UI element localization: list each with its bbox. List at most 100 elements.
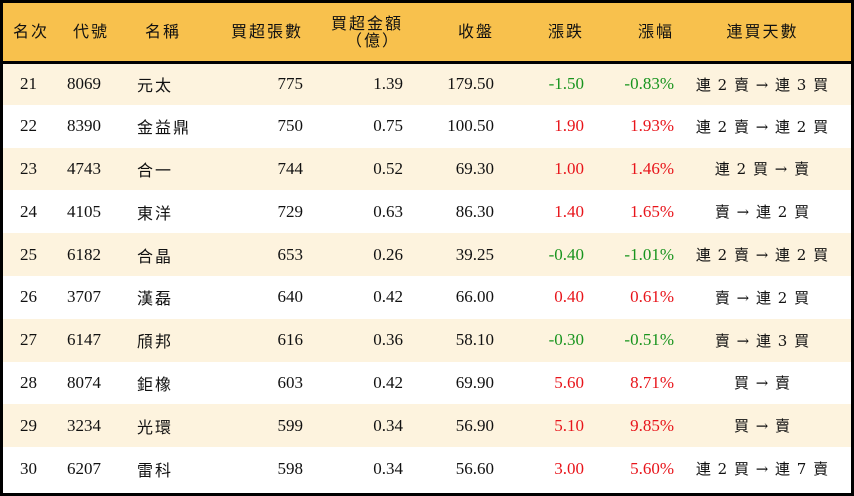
change-cell: -1.50 [548, 74, 584, 94]
streak-cell: 買 → 賣 [733, 417, 792, 436]
rank-cell: 26 [20, 287, 37, 307]
stock-name-cell: 雷科 [137, 460, 174, 480]
close-price-cell: 66.00 [455, 287, 494, 307]
change-pct-cell: 5.60% [630, 458, 674, 478]
close-price-cell: 56.90 [455, 415, 494, 435]
stock-code-cell: 3707 [67, 287, 101, 307]
rank-cell: 23 [20, 158, 37, 178]
streak-cell: 賣 → 連 2 買 [714, 203, 811, 222]
net-buy-lots-cell: 729 [277, 201, 304, 221]
net-buy-amount-cell: 0.42 [373, 372, 403, 392]
table-row: 28 8074 鉅橡 603 0.42 69.90 5.60 8.71% 買 →… [3, 361, 851, 405]
streak-cell: 連 2 賣 → 連 2 買 [695, 117, 830, 136]
net-buy-lots-cell: 750 [277, 116, 304, 136]
change-cell: 1.90 [554, 116, 584, 136]
net-buy-amount-cell: 0.26 [373, 244, 403, 264]
net-buy-amount-cell: 0.75 [373, 116, 403, 136]
table-row: 27 6147 頎邦 616 0.36 58.10 -0.30 -0.51% 賣… [3, 318, 851, 362]
stock-code-cell: 3234 [67, 415, 101, 435]
change-pct-cell: 1.93% [630, 116, 674, 136]
stock-code-cell: 8074 [67, 372, 101, 392]
change-cell: 1.00 [554, 158, 584, 178]
streak-cell: 連 2 賣 → 連 3 買 [695, 75, 830, 94]
header-net-buy-amount-unit: （億） [345, 30, 400, 50]
stock-name-cell: 合晶 [137, 246, 174, 266]
ranking-table-panel: 名次 代號 名稱 買超張數 買超金額 （億） 收盤 漲跌 漲幅 連買天數 21 … [3, 3, 851, 493]
net-buy-lots-cell: 775 [277, 74, 304, 94]
table-row: 30 6207 雷科 598 0.34 56.60 3.00 5.60% 連 2… [3, 447, 851, 490]
change-cell: 3.00 [554, 458, 584, 478]
net-buy-ranking-table: 名次 代號 名稱 買超張數 買超金額 （億） 收盤 漲跌 漲幅 連買天數 21 … [3, 3, 851, 490]
header-net-buy-amount: 買超金額 （億） [303, 3, 403, 62]
rank-cell: 27 [20, 330, 37, 350]
change-pct-cell: 8.71% [630, 372, 674, 392]
stock-name-cell: 頎邦 [137, 332, 174, 352]
table-row: 24 4105 東洋 729 0.63 86.30 1.40 1.65% 賣 →… [3, 190, 851, 234]
net-buy-amount-cell: 0.36 [373, 330, 403, 350]
rank-cell: 25 [20, 244, 37, 264]
change-pct-cell: 9.85% [630, 415, 674, 435]
net-buy-amount-cell: 0.34 [373, 415, 403, 435]
streak-cell: 賣 → 連 3 買 [714, 331, 811, 350]
header-name: 名稱 [145, 22, 182, 42]
stock-code-cell: 6147 [67, 330, 101, 350]
close-price-cell: 100.50 [447, 116, 494, 136]
header-net-buy-lots: 買超張數 [230, 22, 303, 42]
close-price-cell: 69.30 [455, 158, 494, 178]
change-cell: -0.30 [548, 330, 584, 350]
stock-name-cell: 元太 [137, 76, 174, 96]
net-buy-amount-cell: 0.52 [373, 158, 403, 178]
rank-cell: 30 [20, 458, 37, 478]
header-change: 漲跌 [547, 22, 584, 42]
net-buy-lots-cell: 744 [277, 158, 304, 178]
change-pct-cell: 1.46% [630, 158, 674, 178]
header-change-pct: 漲幅 [637, 22, 674, 42]
table-row: 23 4743 合一 744 0.52 69.30 1.00 1.46% 連 2… [3, 147, 851, 191]
header-streak: 連買天數 [726, 22, 799, 42]
stock-code-cell: 8390 [67, 116, 101, 136]
stock-code-cell: 4743 [67, 158, 101, 178]
stock-name-cell: 金益鼎 [137, 118, 192, 138]
stock-name-cell: 光環 [137, 417, 174, 437]
table-row: 22 8390 金益鼎 750 0.75 100.50 1.90 1.93% 連… [3, 104, 851, 148]
stock-name-cell: 合一 [137, 160, 174, 180]
stock-name-cell: 東洋 [137, 203, 174, 223]
net-buy-amount-cell: 0.42 [373, 287, 403, 307]
close-price-cell: 39.25 [455, 244, 494, 264]
table-row: 21 8069 元太 775 1.39 179.50 -1.50 -0.83% … [3, 62, 851, 105]
change-cell: 1.40 [554, 201, 584, 221]
close-price-cell: 58.10 [455, 330, 494, 350]
streak-cell: 連 2 買 → 連 7 賣 [695, 460, 830, 479]
stock-code-cell: 8069 [67, 74, 101, 94]
change-cell: -0.40 [548, 244, 584, 264]
net-buy-amount-cell: 0.34 [373, 458, 403, 478]
streak-cell: 連 2 賣 → 連 2 買 [695, 246, 830, 265]
change-cell: 5.10 [554, 415, 584, 435]
rank-cell: 21 [20, 74, 37, 94]
net-buy-lots-cell: 616 [277, 330, 304, 350]
table-header-row: 名次 代號 名稱 買超張數 買超金額 （億） 收盤 漲跌 漲幅 連買天數 [3, 3, 851, 62]
change-pct-cell: 0.61% [630, 287, 674, 307]
table-row: 25 6182 合晶 653 0.26 39.25 -0.40 -1.01% 連… [3, 233, 851, 276]
header-close: 收盤 [457, 22, 494, 42]
streak-cell: 買 → 賣 [733, 374, 792, 393]
stock-code-cell: 4105 [67, 201, 101, 221]
header-net-buy-amount-label: 買超金額 [330, 13, 403, 33]
header-rank: 名次 [13, 22, 50, 42]
header-code: 代號 [73, 22, 110, 42]
rank-cell: 29 [20, 415, 37, 435]
net-buy-amount-cell: 0.63 [373, 201, 403, 221]
change-pct-cell: 1.65% [630, 201, 674, 221]
stock-name-cell: 鉅橡 [137, 374, 174, 394]
net-buy-lots-cell: 599 [277, 415, 304, 435]
close-price-cell: 86.30 [455, 201, 494, 221]
change-cell: 5.60 [554, 372, 584, 392]
close-price-cell: 56.60 [455, 458, 494, 478]
net-buy-lots-cell: 640 [277, 287, 304, 307]
streak-cell: 連 2 買 → 賣 [714, 160, 811, 179]
rank-cell: 24 [20, 201, 37, 221]
change-pct-cell: -0.51% [624, 330, 674, 350]
table-row: 26 3707 漢磊 640 0.42 66.00 0.40 0.61% 賣 →… [3, 275, 851, 319]
stock-name-cell: 漢磊 [137, 289, 174, 309]
close-price-cell: 69.90 [455, 372, 494, 392]
